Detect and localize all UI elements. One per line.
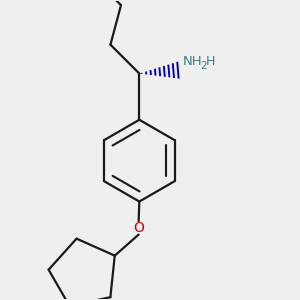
- Text: O: O: [133, 221, 144, 235]
- Text: H: H: [206, 55, 215, 68]
- Text: 2: 2: [200, 61, 206, 71]
- Text: NH: NH: [183, 55, 203, 68]
